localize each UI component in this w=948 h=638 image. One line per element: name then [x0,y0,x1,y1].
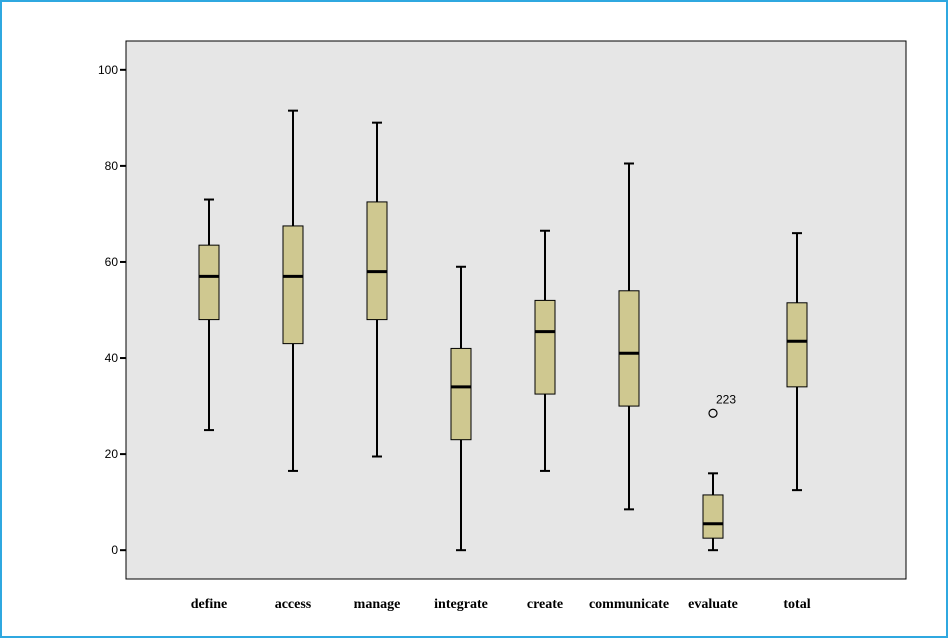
y-tick-label: 80 [105,159,119,173]
outlier-label: 223 [716,392,736,406]
x-category-label: integrate [434,597,488,612]
x-category-label: communicate [589,597,669,612]
box-total [786,302,808,388]
x-category-label: evaluate [688,597,738,612]
x-category-label: create [527,597,563,612]
box-define [198,244,220,321]
box-manage [366,201,388,321]
outlier-point [708,408,718,418]
y-tick-label: 100 [98,63,118,77]
y-tick-label: 0 [111,543,118,557]
x-category-label: manage [354,597,401,612]
x-category-label: total [783,597,810,612]
y-tick-label: 60 [105,255,119,269]
x-category-label: access [275,597,312,612]
box-integrate [450,347,472,441]
x-category-label: define [191,597,228,612]
plot-area [125,40,907,580]
box-access [282,225,304,345]
box-evaluate [702,494,724,539]
y-tick-label: 40 [105,351,119,365]
y-tick-label: 20 [105,447,119,461]
box-create [534,299,556,395]
box-communicate [618,290,640,407]
